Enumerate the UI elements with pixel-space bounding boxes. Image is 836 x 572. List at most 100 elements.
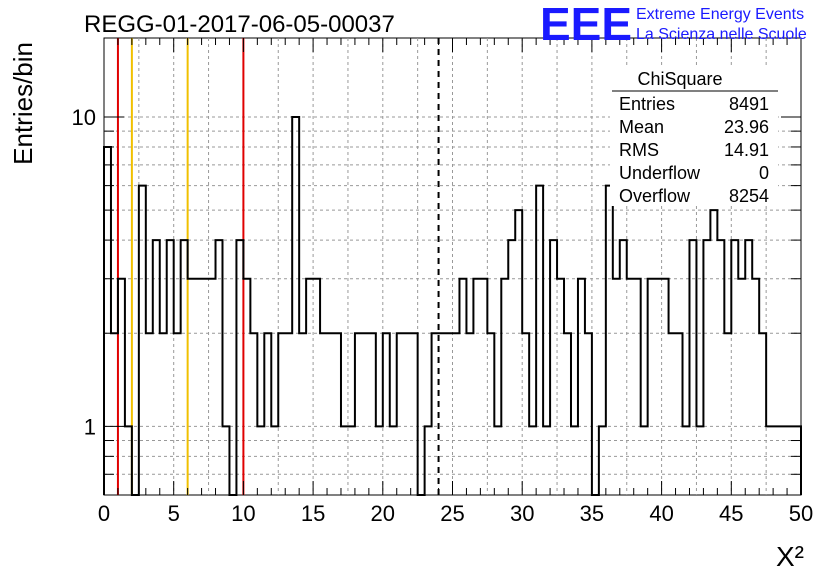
eee-logo-mark: EEE <box>540 0 632 50</box>
histogram-bin <box>529 426 536 495</box>
histogram-bin <box>501 279 508 495</box>
histogram-bin <box>689 240 696 495</box>
histogram-bin <box>369 333 376 495</box>
histogram-bin <box>578 279 585 495</box>
histogram-bin <box>634 279 641 495</box>
histogram-bin <box>146 333 153 495</box>
histogram-bin <box>794 426 801 495</box>
histogram-bin <box>599 426 606 495</box>
histogram-bin <box>195 279 202 495</box>
x-tick-label: 20 <box>371 501 395 526</box>
histogram-bin <box>216 240 223 495</box>
stats-label: RMS <box>619 140 659 160</box>
histogram-bin <box>264 333 271 495</box>
histogram-bin <box>439 333 446 495</box>
histogram-bin <box>773 426 780 495</box>
stats-box-bg <box>610 66 778 206</box>
stats-value: 14.91 <box>724 140 769 160</box>
histogram-bin <box>710 210 717 495</box>
histogram-bin <box>522 333 529 495</box>
histogram-bin <box>536 186 543 495</box>
stats-value: 8254 <box>729 186 769 206</box>
histogram-bin <box>341 426 348 495</box>
x-tick-label: 45 <box>719 501 743 526</box>
stats-value: 8491 <box>729 94 769 114</box>
x-tick-label: 40 <box>649 501 673 526</box>
histogram-bin <box>648 279 655 495</box>
histogram-bin <box>717 240 724 495</box>
histogram-bin <box>550 240 557 495</box>
x-tick-label: 50 <box>789 501 813 526</box>
y-tick-label: 10 <box>72 105 96 130</box>
histogram-bin <box>515 210 522 495</box>
histogram-bin <box>759 333 766 495</box>
histogram-bin <box>160 333 167 495</box>
histogram-bin <box>669 333 676 495</box>
histogram-bin <box>557 279 564 495</box>
stats-value: 23.96 <box>724 117 769 137</box>
histogram-bin <box>334 333 341 495</box>
histogram-bin <box>564 333 571 495</box>
histogram-bin <box>313 279 320 495</box>
histogram-bin <box>766 426 773 495</box>
histogram <box>103 115 802 496</box>
x-tick-label: 30 <box>510 501 534 526</box>
stats-label: Entries <box>619 94 675 114</box>
histogram-bin <box>167 240 174 495</box>
histogram-bin <box>655 279 662 495</box>
histogram-bin <box>459 279 466 495</box>
histogram-bin <box>453 333 460 495</box>
stats-value: 0 <box>759 163 769 183</box>
x-tick-label: 15 <box>301 501 325 526</box>
x-tick-label: 35 <box>580 501 604 526</box>
histogram-bin <box>285 333 292 495</box>
histogram-bin <box>139 186 146 495</box>
histogram-bin <box>473 279 480 495</box>
histogram-bin <box>320 333 327 495</box>
histogram-bin <box>362 333 369 495</box>
histogram-bin <box>153 240 160 495</box>
histogram-bin <box>676 333 683 495</box>
histogram-bin <box>271 426 278 495</box>
histogram-bin <box>202 279 209 495</box>
x-tick-label: 5 <box>168 501 180 526</box>
y-axis-label: Entries/bin <box>8 42 38 165</box>
histogram-bin <box>696 426 703 495</box>
histogram-bin <box>466 333 473 495</box>
stats-box: ChiSquare Entries 8491 Mean 23.96 RMS 14.91 Un… <box>610 66 778 206</box>
histogram-bin <box>348 426 355 495</box>
x-tick-label: 25 <box>440 501 464 526</box>
histogram-outline <box>103 115 802 496</box>
histogram-bin <box>494 426 501 495</box>
histogram-bin <box>257 426 264 495</box>
histogram-bin <box>683 426 690 495</box>
histogram-bin <box>243 279 250 495</box>
histogram-bin <box>404 333 411 495</box>
histogram-bin <box>306 279 313 495</box>
histogram-bin <box>125 426 132 495</box>
histogram-bin <box>209 279 216 495</box>
histogram-bin <box>487 333 494 495</box>
histogram-bin <box>724 333 731 495</box>
histogram-bin <box>662 279 669 495</box>
histogram-bin <box>376 426 383 495</box>
stats-rows: Entries 8491 Mean 23.96 RMS 14.91 Underflow 0 Ov… <box>619 94 769 206</box>
histogram-bin <box>327 333 334 495</box>
histogram-bin <box>585 333 592 495</box>
histogram-bin <box>641 426 648 495</box>
histogram-bin <box>425 426 432 495</box>
x-tick-label: 0 <box>98 501 110 526</box>
histogram-bin <box>390 426 397 495</box>
histogram-bin <box>222 426 229 495</box>
stats-title: ChiSquare <box>637 69 722 89</box>
histogram-bin <box>508 240 515 495</box>
histogram-bin <box>613 279 620 495</box>
histogram-bin <box>446 333 453 495</box>
histogram-bin <box>397 333 404 495</box>
histogram-bin <box>278 333 285 495</box>
stats-label: Underflow <box>619 163 701 183</box>
histogram-bin <box>787 426 794 495</box>
histogram-bin <box>188 279 195 495</box>
histogram-bin <box>780 426 787 495</box>
